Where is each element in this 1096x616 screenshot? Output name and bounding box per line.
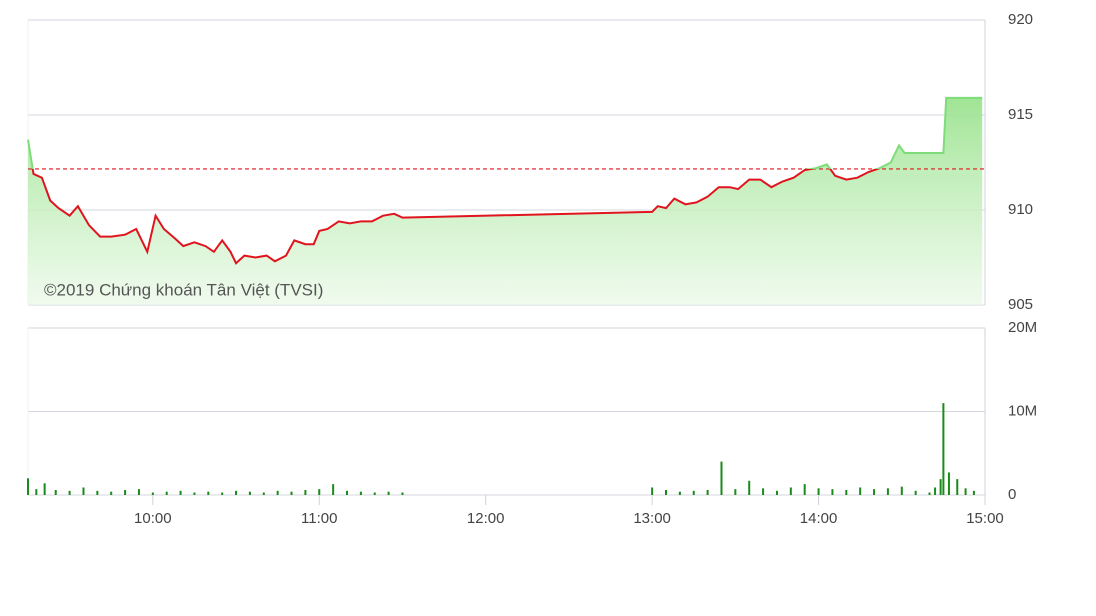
volume-bar xyxy=(692,490,695,495)
price-area xyxy=(28,97,983,306)
y-tick-label: 0 xyxy=(1008,486,1016,503)
volume-bar xyxy=(775,490,778,495)
volume-bar xyxy=(789,487,792,495)
volume-bar xyxy=(290,491,293,495)
y-tick-label: 910 xyxy=(1008,201,1033,218)
volume-bar xyxy=(165,491,168,495)
volume-bar xyxy=(886,488,889,495)
volume-bar xyxy=(346,490,348,495)
y-tick-label: 20M xyxy=(1008,319,1037,336)
volume-bar xyxy=(706,489,709,495)
watermark: ©2019 Chứng khoán Tân Việt (TVSI) xyxy=(44,280,323,299)
x-tick-label: 14:00 xyxy=(800,510,838,527)
volume-bar xyxy=(748,480,751,495)
volume-bar xyxy=(972,490,975,495)
volume-bar xyxy=(387,491,390,495)
volume-bar xyxy=(151,492,154,495)
volume-bar xyxy=(54,489,57,495)
volume-bar xyxy=(734,489,737,495)
volume-bar xyxy=(137,489,140,495)
x-tick-label: 10:00 xyxy=(134,510,172,527)
volume-bar xyxy=(401,492,404,495)
volume-bar xyxy=(221,492,224,495)
volume-bar xyxy=(110,491,113,495)
volume-bar xyxy=(947,472,950,495)
volume-bar xyxy=(248,491,251,495)
volume-bar xyxy=(276,490,279,495)
volume-bar xyxy=(720,461,723,495)
volume-bar xyxy=(35,489,38,495)
volume-bar xyxy=(803,484,806,495)
volume-bar xyxy=(665,489,667,495)
y-tick-label: 905 xyxy=(1008,296,1033,313)
volume-bar xyxy=(964,488,967,495)
x-tick-label: 15:00 xyxy=(966,510,1004,527)
volume-bar xyxy=(43,483,46,495)
volume-bar xyxy=(27,478,29,495)
volume-bar xyxy=(900,486,903,495)
volume-bar xyxy=(859,487,862,495)
volume-bar xyxy=(68,490,71,495)
volume-bar xyxy=(262,492,265,495)
volume-bar xyxy=(304,489,307,495)
y-tick-label: 10M xyxy=(1008,402,1037,419)
volume-bar xyxy=(942,403,945,495)
y-tick-label: 920 xyxy=(1008,11,1033,28)
volume-bar xyxy=(873,489,876,495)
volume-bar xyxy=(373,492,376,495)
volume-bar xyxy=(235,490,238,495)
price-line-up xyxy=(27,96,983,169)
volume-bar xyxy=(817,488,820,495)
volume-bar xyxy=(934,487,937,495)
volume-bar xyxy=(939,479,942,495)
volume-bar xyxy=(762,488,765,495)
volume-bar xyxy=(678,491,681,495)
volume-bar xyxy=(82,487,85,495)
volume-bar xyxy=(651,487,654,495)
volume-bar xyxy=(332,484,335,495)
volume-bar xyxy=(193,492,196,495)
volume-bar xyxy=(207,491,210,495)
volume-bar xyxy=(359,491,362,495)
volume-bar xyxy=(914,490,917,495)
volume-bar xyxy=(956,479,959,495)
x-tick-label: 11:00 xyxy=(301,510,337,527)
price-line-down xyxy=(31,168,881,265)
volume-bar xyxy=(318,489,321,495)
x-tick-label: 13:00 xyxy=(633,510,671,527)
volume-bar xyxy=(96,490,99,495)
y-tick-label: 915 xyxy=(1008,106,1033,123)
volume-bar xyxy=(845,489,848,495)
x-tick-label: 12:00 xyxy=(467,510,505,527)
volume-bar xyxy=(928,492,931,495)
volume-bar xyxy=(124,489,127,495)
volume-bar xyxy=(831,489,834,495)
volume-bar xyxy=(179,490,182,495)
